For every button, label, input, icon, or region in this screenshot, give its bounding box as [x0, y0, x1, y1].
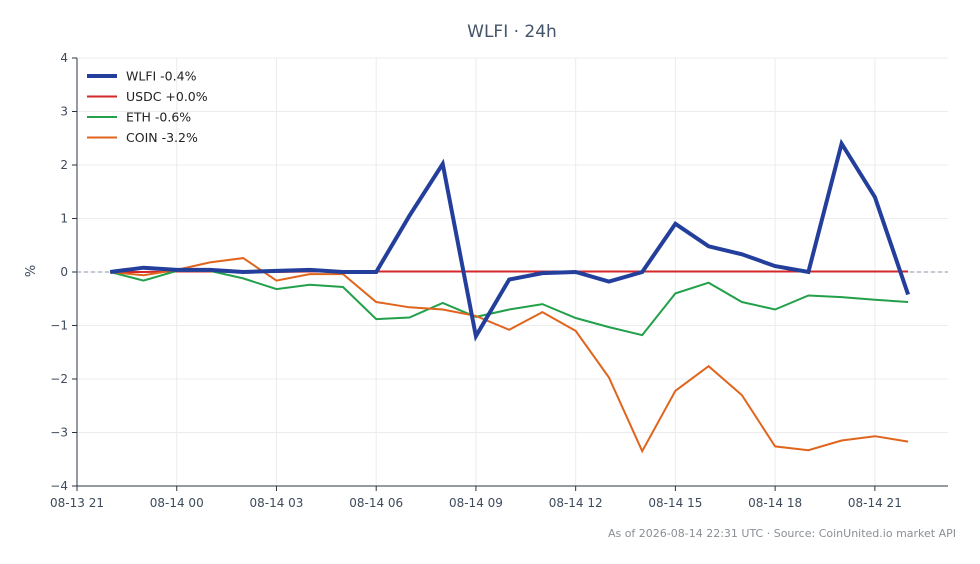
y-tick-label: 1: [60, 212, 68, 226]
series-line-3: [110, 257, 909, 454]
y-tick-label: 0: [60, 265, 68, 279]
y-tick-label: −1: [50, 319, 68, 333]
series-lines: [109, 138, 910, 454]
footer-note: As of 2026-08-14 22:31 UTC · Source: Coi…: [608, 527, 956, 540]
y-tick-label: 4: [60, 51, 68, 65]
y-tick-label: −3: [50, 426, 68, 440]
chart-title: WLFI · 24h: [467, 22, 557, 42]
x-tick-label: 08-13 21: [50, 496, 104, 510]
x-tick-label: 08-14 15: [648, 496, 702, 510]
legend-label: ETH -0.6%: [126, 110, 191, 125]
x-tick-label: 08-14 12: [549, 496, 603, 510]
x-axis-ticks: 08-13 21 08-14 00 08-14 03 08-14 06 08-14 09…: [50, 486, 902, 510]
legend: WLFI -0.4% USDC +0.0% ETH -0.6% COIN -3.2%: [87, 69, 208, 145]
y-tick-label: 2: [60, 158, 68, 172]
x-tick-label: 08-14 03: [249, 496, 303, 510]
legend-label: WLFI -0.4%: [126, 69, 197, 84]
x-tick-label: 08-14 21: [848, 496, 902, 510]
series-line-0: [109, 138, 910, 342]
series-line-2: [109, 269, 909, 337]
x-tick-label: 08-14 18: [748, 496, 802, 510]
y-tick-label: −2: [50, 372, 68, 386]
x-tick-label: 08-14 06: [349, 496, 403, 510]
legend-label: USDC +0.0%: [126, 89, 208, 104]
y-tick-label: −4: [50, 479, 68, 493]
y-axis-label: %: [24, 265, 39, 277]
x-tick-label: 08-14 09: [449, 496, 503, 510]
x-tick-label: 08-14 00: [150, 496, 204, 510]
legend-label: COIN -3.2%: [126, 130, 198, 145]
y-axis-ticks: −4 −3 −2 −1 0 1 2 3 4: [50, 51, 77, 493]
y-tick-label: 3: [60, 105, 68, 119]
